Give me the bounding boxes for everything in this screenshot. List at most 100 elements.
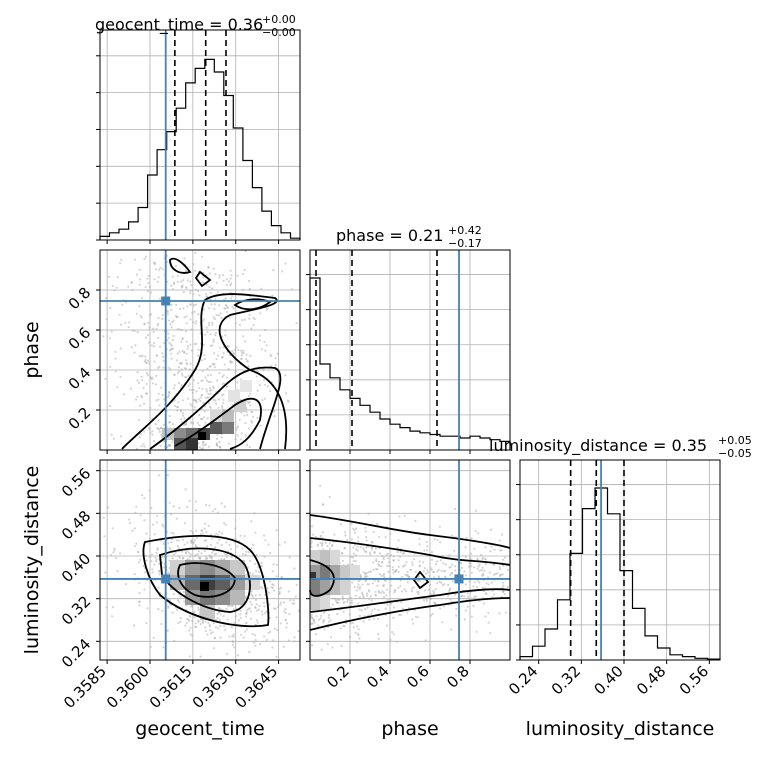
scatter-point <box>201 255 204 258</box>
scatter-point <box>238 418 241 421</box>
scatter-point <box>166 280 169 283</box>
scatter-point <box>485 592 488 595</box>
scatter-point <box>227 442 231 445</box>
scatter-point <box>385 594 388 597</box>
scatter-point <box>133 351 136 354</box>
scatter-point <box>262 534 266 537</box>
scatter-point <box>310 613 313 616</box>
quantile-lines <box>516 460 710 664</box>
scatter-point <box>193 399 196 402</box>
scatter-point <box>380 565 383 568</box>
scatter-point <box>250 547 253 550</box>
scatter-point <box>214 626 217 629</box>
scatter-point <box>143 445 146 448</box>
scatter-point <box>232 307 235 310</box>
scatter-point <box>208 307 211 310</box>
scatter-point <box>372 617 376 620</box>
scatter-point <box>184 269 187 272</box>
scatter-point <box>293 602 296 605</box>
scatter-point <box>220 356 224 359</box>
scatter-point <box>167 390 170 394</box>
scatter-point <box>190 540 193 543</box>
x-tick-label: 0.3630 <box>189 662 239 712</box>
scatter-point <box>195 625 198 628</box>
scatter-point <box>494 573 497 576</box>
scatter-point <box>169 349 172 352</box>
scatter-point <box>245 410 248 414</box>
scatter-point <box>352 559 355 562</box>
scatter-point <box>141 396 144 399</box>
grid <box>310 250 510 450</box>
scatter-point <box>157 586 160 589</box>
scatter-point <box>244 250 247 253</box>
scatter-point <box>463 570 466 573</box>
scatter-point <box>136 331 139 334</box>
scatter-point <box>106 556 109 559</box>
scatter-point <box>145 559 148 562</box>
scatter-point <box>203 549 206 553</box>
scatter-point <box>343 531 347 534</box>
scatter-point <box>275 655 278 658</box>
scatter-point <box>190 284 193 287</box>
scatter-point <box>391 631 394 634</box>
scatter-point <box>236 545 239 548</box>
scatter-point <box>439 607 442 610</box>
scatter-point <box>195 390 198 393</box>
scatter-point <box>195 529 198 532</box>
xlabel-luminosity-distance: luminosity_distance <box>526 718 715 740</box>
scatter-point <box>350 538 354 541</box>
scatter-point <box>428 574 431 578</box>
density-cell <box>310 572 316 580</box>
scatter-point <box>201 281 204 284</box>
scatter-point <box>168 559 171 562</box>
scatter-point <box>352 626 355 629</box>
scatter-point <box>122 393 125 396</box>
scatter-point <box>491 589 494 592</box>
density-cell <box>186 438 198 450</box>
density-cell <box>320 595 330 610</box>
scatter-point <box>460 595 463 598</box>
scatter-point <box>401 607 404 610</box>
scatter-point <box>490 545 493 548</box>
scatter-point <box>134 344 137 347</box>
scatter-point <box>223 625 226 628</box>
scatter-point <box>210 303 213 306</box>
scatter-point <box>315 615 318 618</box>
scatter-point <box>382 591 385 594</box>
scatter-point <box>155 268 158 271</box>
scatter-point <box>282 645 285 648</box>
density-cell <box>215 575 230 590</box>
scatter-point <box>242 349 245 352</box>
panel-hist-geocent-time <box>96 29 301 244</box>
scatter-point <box>490 581 493 584</box>
scatter-point <box>289 599 292 602</box>
scatter-point <box>244 595 247 598</box>
scatter-point <box>156 514 159 517</box>
scatter-point <box>177 401 180 404</box>
scatter-point <box>216 617 219 620</box>
scatter-point <box>365 594 369 597</box>
scatter-point <box>179 307 182 310</box>
scatter-point <box>392 633 395 636</box>
scatter-point <box>370 612 373 615</box>
scatter-point <box>187 551 190 554</box>
scatter-point <box>176 406 179 409</box>
scatter-point <box>160 622 163 626</box>
scatter-point <box>392 555 395 558</box>
scatter-point <box>105 606 108 609</box>
scatter-point <box>242 351 245 354</box>
scatter-point <box>443 605 446 608</box>
scatter-point <box>212 340 215 343</box>
scatter-point <box>401 590 404 593</box>
scatter-point <box>194 399 198 402</box>
panel-frame <box>519 459 721 661</box>
scatter-point <box>208 554 211 557</box>
scatter-point <box>489 632 492 635</box>
scatter-point <box>244 630 247 633</box>
scatter-point <box>329 619 332 622</box>
scatter-point <box>368 618 371 621</box>
scatter-point <box>138 604 141 607</box>
scatter-point <box>175 517 178 520</box>
scatter-point <box>246 609 249 612</box>
scatter-point <box>427 588 430 591</box>
